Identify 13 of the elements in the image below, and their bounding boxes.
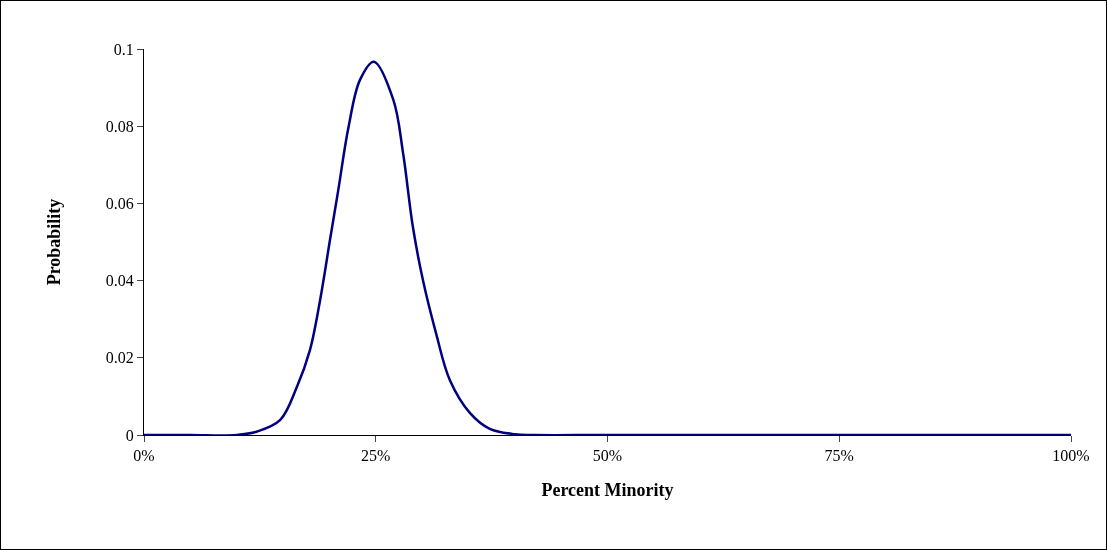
y-tick-label: 0 xyxy=(125,426,134,444)
x-tick-label: 25% xyxy=(361,447,391,465)
y-tick-label: 0.02 xyxy=(105,349,134,367)
y-tick-label: 0.1 xyxy=(113,40,134,58)
x-tick-label: 100% xyxy=(1052,447,1090,465)
y-tick-label: 0.08 xyxy=(105,117,134,135)
y-axis-title: Probability xyxy=(44,198,64,286)
y-tick-label: 0.04 xyxy=(105,272,134,290)
x-tick-label: 50% xyxy=(592,447,623,465)
x-tick-label: 0% xyxy=(133,447,155,465)
y-tick-label: 0.06 xyxy=(105,195,134,212)
x-axis-title: Percent Minority xyxy=(541,480,674,501)
x-tick-label: 75% xyxy=(824,447,854,465)
